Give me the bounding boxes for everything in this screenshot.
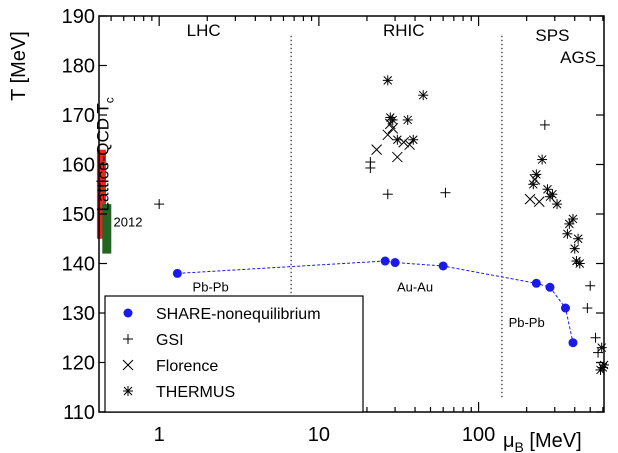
gsi-point (382, 189, 393, 200)
x-tick-label: 10 (308, 424, 330, 446)
collision-label: Au-Au (397, 280, 433, 295)
share-nonequilibrium-point (560, 303, 570, 313)
share-nonequilibrium-point (438, 261, 448, 271)
legend-marker-florence (122, 359, 134, 371)
region-label-sps: SPS (535, 26, 569, 45)
share-nonequilibrium-point (545, 282, 555, 292)
lattice-bar-1 (96, 149, 106, 239)
y-tick-label: 180 (62, 56, 95, 78)
y-tick-label: 120 (62, 353, 95, 375)
share-nonequilibrium-point (172, 268, 182, 278)
florence-point (524, 193, 536, 205)
thermus-point (537, 154, 548, 165)
thermus-point (547, 189, 558, 200)
legend-label-thermus: THERMUS (156, 384, 235, 401)
lattice-qcd-label: Lattice-QCD Tc (94, 97, 117, 211)
thermus-point (382, 75, 393, 86)
y-tick-label: 130 (62, 303, 95, 325)
lattice-year-label: 2012 (114, 214, 143, 229)
florence-point (398, 136, 410, 148)
region-label-ags: AGS (560, 48, 596, 67)
legend-box (104, 295, 364, 413)
legend-label-florence: Florence (156, 358, 218, 375)
thermus-point (402, 114, 413, 125)
y-tick-label: 160 (62, 155, 95, 177)
share-nonequilibrium-point (568, 338, 578, 348)
gsi-point (582, 303, 593, 314)
collision-label: Pb-Pb (509, 315, 545, 330)
lattice-bar-2 (102, 204, 112, 254)
legend-marker-thermus (123, 386, 133, 396)
x-axis-title: μB [MeV] (503, 430, 582, 453)
x-tick-label: 100 (462, 424, 495, 446)
gsi-point (365, 162, 376, 173)
region-dividers (290, 35, 503, 400)
thermus-point (408, 134, 419, 145)
thermus-point (387, 114, 398, 125)
y-tick-label: 190 (62, 6, 95, 28)
florence-point (391, 151, 403, 163)
gsi-point (590, 332, 601, 343)
y-tick-label: 110 (63, 402, 95, 424)
gsi-point (585, 280, 596, 291)
thermus-point (552, 199, 563, 210)
legend-marker-gsi (123, 334, 133, 344)
florence-point (533, 196, 545, 207)
share-nonequilibrium-point (380, 256, 390, 266)
x-axis-title-symbol: μ (503, 430, 515, 452)
x-axis-title-unit: [MeV] (524, 430, 582, 452)
gsi-point (154, 199, 165, 210)
lattice-band-group (96, 149, 112, 254)
legend-label-share-nonequilibrium: SHARE-nonequilibrium (156, 306, 321, 323)
thermus-point (573, 233, 584, 244)
thermus-point (531, 169, 542, 180)
y-tick-label: 150 (62, 204, 95, 226)
thermus-point (418, 90, 429, 101)
x-axis-title-subscript: B (515, 439, 524, 453)
region-label-rhic: RHIC (383, 21, 425, 40)
florence-point (387, 123, 399, 134)
thermus-point (567, 213, 578, 224)
florence-point (382, 129, 394, 141)
thermus-point (596, 342, 607, 353)
chart-labels: LHC RHIC SPS AGS Pb-Pb Au-Au Pb-Pb Lattice-QCD … (94, 21, 597, 330)
thermus-point (528, 179, 539, 190)
share-nonequilibrium-point (390, 258, 400, 268)
legend-label-gsi: GSI (156, 332, 184, 349)
florence-point (371, 144, 382, 156)
thermus-point (569, 243, 580, 254)
y-axis-title: T [MeV] (8, 31, 30, 101)
y-tick-label: 170 (62, 105, 95, 127)
legend: SHARE-nonequilibrium GSI Florence THERMUS (104, 295, 364, 413)
legend-items: SHARE-nonequilibrium GSI Florence THERMUS (122, 306, 321, 401)
legend-marker-share-nonequilibrium (123, 308, 133, 318)
collision-label: Pb-Pb (193, 280, 229, 295)
y-tick-label: 140 (62, 254, 95, 276)
data-markers (154, 75, 609, 375)
gsi-point (539, 119, 550, 130)
thermus-point (574, 258, 585, 269)
x-tick-label: 1 (154, 424, 165, 446)
gsi-point (440, 187, 451, 198)
share-nonequilibrium-point (531, 278, 541, 288)
region-label-lhc: LHC (187, 21, 221, 40)
thermus-point (562, 228, 573, 239)
thermus-point (392, 134, 403, 145)
